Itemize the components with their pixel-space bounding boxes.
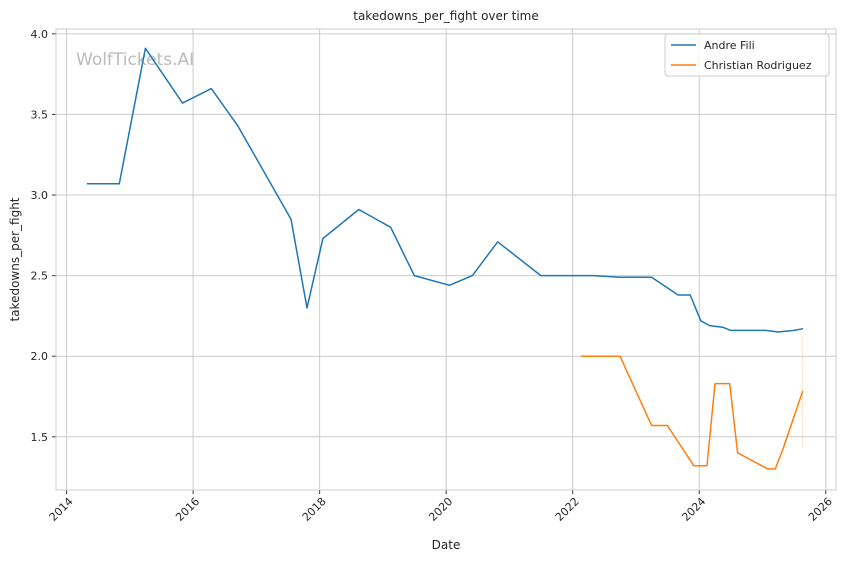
data-point-christian-rodriguez [667,425,669,427]
data-point-andre-fili [700,320,702,322]
legend-label-christian-rodriguez: Christian Rodriguez [704,59,812,72]
data-point-andre-fili [182,102,184,104]
data-point-andre-fili [540,275,542,277]
plot-frame [55,28,837,491]
y-tick-label: 4.0 [31,28,49,41]
series-layer [86,47,804,470]
data-point-christian-rodriguez [774,468,776,470]
data-point-andre-fili [390,227,392,229]
series-line-andre-fili [86,47,804,333]
data-point-christian-rodriguez [714,383,716,385]
data-point-andre-fili [651,276,653,278]
data-point-andre-fili [765,330,767,332]
data-point-andre-fili [306,307,308,309]
data-point-christian-rodriguez [737,452,739,454]
data-point-christian-rodriguez [767,468,769,470]
y-tick-label: 3.0 [31,189,49,202]
data-point-andre-fili [414,275,416,277]
data-point-andre-fili [87,183,89,185]
data-point-andre-fili [730,330,732,332]
data-point-christian-rodriguez [783,447,785,449]
data-point-andre-fili [677,294,679,296]
data-point-andre-fili [689,294,691,296]
data-point-andre-fili [237,125,239,127]
legend: Andre Fili Christian Rodriguez [664,33,830,77]
y-axis-title: takedowns_per_fight [8,197,22,321]
data-point-andre-fili [593,275,595,277]
y-tick-label: 2.5 [31,270,49,283]
data-point-christian-rodriguez [706,465,708,467]
x-axis-title: Date [432,538,461,552]
data-point-andre-fili [290,218,292,220]
data-point-andre-fili [119,183,121,185]
y-tick-label: 3.5 [31,108,49,121]
data-point-andre-fili [793,330,795,332]
data-point-andre-fili [358,209,360,211]
data-point-andre-fili [709,325,711,327]
series-line-christian-rodriguez [580,355,804,470]
data-point-christian-rodriguez [729,383,731,385]
data-point-christian-rodriguez [651,425,653,427]
legend-label-andre-fili: Andre Fili [704,39,755,52]
data-point-andre-fili [145,48,147,50]
data-point-andre-fili [572,275,574,277]
data-point-andre-fili [582,275,584,277]
data-point-andre-fili [472,275,474,277]
data-point-andre-fili [211,88,213,90]
data-point-christian-rodriguez [619,355,621,357]
data-point-andre-fili [619,276,621,278]
legend-box [664,33,830,77]
grid [52,29,836,494]
data-point-christian-rodriguez [581,355,583,357]
data-point-christian-rodriguez [693,465,695,467]
y-tick-label: 1.5 [31,431,49,444]
data-point-andre-fili [497,241,499,243]
data-point-andre-fili [449,285,451,287]
y-tick-label: 2.0 [31,350,49,363]
chart-title: takedowns_per_fight over time [353,9,539,23]
watermark: WolfTickets.AI [76,50,194,70]
data-point-andre-fili [802,328,804,330]
data-point-andre-fili [722,326,724,328]
data-point-andre-fili [322,238,324,240]
data-point-andre-fili [777,331,779,333]
